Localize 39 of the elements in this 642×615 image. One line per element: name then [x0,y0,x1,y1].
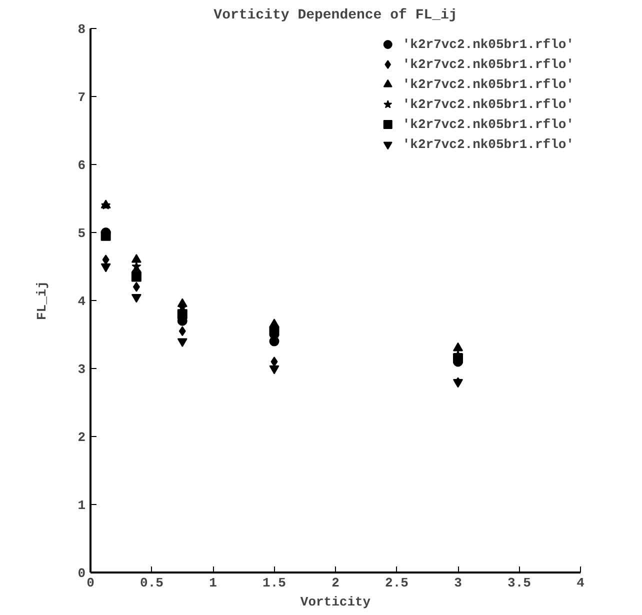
legend-label: 'k2r7vc2.nk05br1.rflo' [402,36,574,52]
x-tick-label: 1.5 [262,576,286,590]
point [177,338,188,347]
legend-label: 'k2r7vc2.nk05br1.rflo' [402,96,574,112]
x-axis-title: Vorticity [300,594,371,610]
x-tick-label: 0.5 [140,576,164,590]
point [270,356,278,367]
y-tick-label: 1 [78,498,86,513]
point [269,365,280,374]
point [132,282,140,292]
y-tick-label: 7 [78,90,86,105]
legend-label: 'k2r7vc2.nk05br1.rflo' [402,56,574,72]
chart-title: Vorticity Dependence of FL_ij [214,8,458,24]
point [102,254,110,265]
legend-label: 'k2r7vc2.nk05br1.rflo' [402,136,574,152]
y-tick-label: 8 [78,22,86,37]
x-tick-label: 1 [209,576,218,590]
y-tick-label: 6 [78,158,86,173]
legend-label: 'k2r7vc2.nk05br1.rflo' [402,116,574,132]
y-axis-title: FL_ij [34,280,50,320]
x-tick-label: 2 [332,576,340,590]
y-tick-label: 5 [78,226,86,241]
point [131,254,142,263]
point [131,272,142,282]
x-tick-label: 3 [454,576,462,590]
point [178,326,186,336]
y-tick-label: 4 [78,294,86,309]
x-tick-label: 3.5 [508,576,532,590]
x-tick-label: 2.5 [385,576,409,590]
y-tick-label: 3 [78,362,86,377]
point [177,309,188,320]
point [269,326,280,336]
legend-label: 'k2r7vc2.nk05br1.rflo' [402,76,574,92]
point [453,353,463,364]
y-tick-label: 2 [78,430,86,445]
point [100,230,111,241]
point [132,262,142,271]
y-tick-label: 0 [78,566,86,581]
x-tick-label: 4 [576,576,585,590]
